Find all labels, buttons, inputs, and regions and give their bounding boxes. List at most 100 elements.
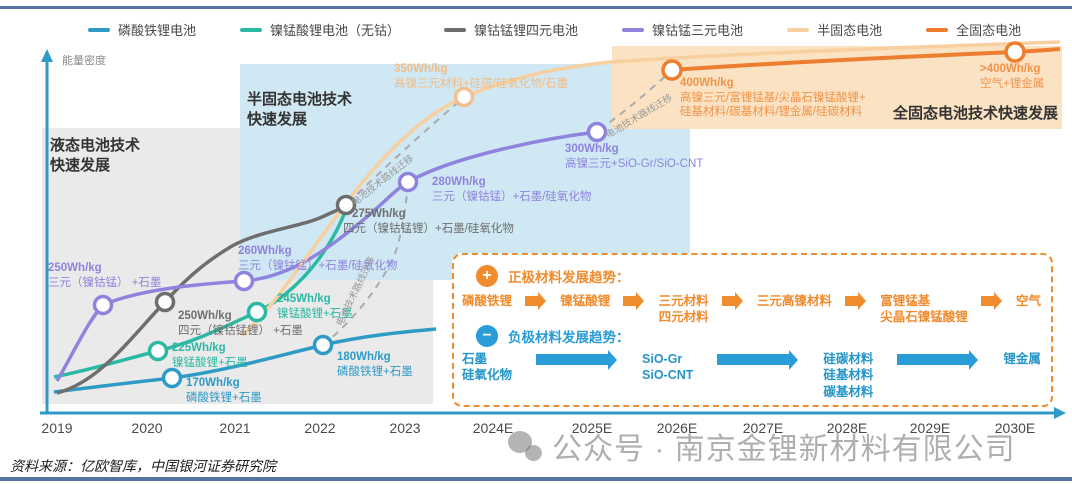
data-point-400 — [661, 59, 683, 81]
annotation-materials: 高镍三元/富锂锰基/尖晶石镍锰酸锂+ 硅基材料/碳基材料/锂金属/硅碳材料 — [680, 91, 866, 119]
anode-step: 石墨 硅氧化物 — [462, 352, 513, 383]
data-point-275 — [335, 194, 357, 216]
annotation-250-ternary: 250Wh/kg 三元（镍钴锰） +石墨 — [48, 261, 161, 290]
legend-label: 半固态电池 — [817, 23, 883, 38]
arrow-right-icon — [897, 349, 979, 370]
annotation-value: 245Wh/kg — [277, 293, 331, 305]
data-point-170 — [161, 367, 183, 389]
annotation-materials: 三元（镍钴锰）+石墨/硅氧化物 — [432, 190, 592, 203]
line-semisolid — [240, 40, 1061, 338]
annotation-value: >400Wh/kg — [980, 63, 1041, 75]
phase-label-semi-solid: 半固态电池技术 快速发展 — [247, 91, 353, 129]
x-axis-label-2023: 2023 — [389, 420, 421, 436]
annotation-materials: 四元（镍钴锰锂）+石墨/硅氧化物 — [343, 222, 514, 235]
x-axis-label-2027e: 2027E — [742, 420, 784, 436]
arrow-right-icon — [721, 292, 743, 310]
x-axis-arrow-icon — [1054, 407, 1066, 419]
data-point-300 — [586, 121, 608, 143]
y-axis-label: 能量密度 — [62, 55, 106, 67]
arrow-right-icon — [717, 349, 799, 370]
material-trend-box: + 正极材料发展趋势： 磷酸铁锂 镍锰酸锂 三元材料 四元材料 三元高镍材料 富… — [452, 253, 1053, 407]
data-point-350 — [453, 86, 475, 108]
annotation-225: 225Wh/kg 镍锰酸锂+石墨 — [172, 341, 248, 370]
annotation-value: 275Wh/kg — [352, 208, 406, 220]
legend-item-ternary: 镍钴锰三元电池 — [622, 20, 743, 39]
y-axis-arrow-icon — [41, 49, 53, 62]
annotation-value: 280Wh/kg — [432, 176, 486, 188]
cathode-trend-row: 磷酸铁锂 镍锰酸锂 三元材料 四元材料 三元高镍材料 富锂锰基 尖晶石镍锰酸锂 … — [462, 292, 1041, 326]
x-axis-label-2029e: 2029E — [909, 420, 951, 436]
annotation-materials: 高镍三元材料+硅碳/硅氧化物/石墨 — [394, 77, 569, 90]
annotation-245: 245Wh/kg 镍锰酸锂+石墨 — [277, 292, 353, 321]
arrow-right-icon — [623, 292, 645, 310]
legend-dash-icon — [622, 27, 645, 32]
annotation-275: 275Wh/kg 四元（镍钴锰锂）+石墨/硅氧化物 — [343, 207, 514, 236]
legend-label: 镍钴锰三元电池 — [652, 23, 744, 38]
legend-label: 磷酸铁锂电池 — [118, 23, 197, 38]
x-axis-label-2024e: 2024E — [472, 420, 514, 436]
annotation-value: 400Wh/kg — [680, 77, 734, 89]
x-axis-label-2021: 2021 — [219, 420, 251, 436]
annotation-materials: 三元（镍钴锰）+石墨/硅氧化物 — [238, 259, 398, 272]
legend-dash-icon — [444, 27, 467, 32]
data-point-225 — [147, 340, 169, 362]
annotation-value: 250Wh/kg — [48, 262, 102, 274]
data-point-400plus — [1004, 41, 1026, 63]
annotation-materials: 空气+锂金属 — [980, 77, 1045, 90]
data-point-250-ternary — [92, 294, 114, 316]
cathode-step: 空气 — [1015, 294, 1041, 308]
cathode-step: 磷酸铁锂 — [462, 294, 513, 308]
plus-icon: + — [476, 265, 498, 287]
cathode-step: 三元材料 四元材料 — [658, 294, 709, 325]
annotation-value: 260Wh/kg — [238, 245, 292, 257]
anode-step: 锂金属 — [1003, 352, 1041, 366]
arrow-right-icon — [980, 292, 1002, 310]
phase-label-liquid: 液态电池技术 快速发展 — [50, 137, 141, 175]
arrow-right-icon — [525, 292, 547, 310]
annotation-value: 170Wh/kg — [186, 377, 240, 389]
legend-item-lfp: 磷酸铁锂电池 — [88, 20, 196, 39]
cathode-step: 镍锰酸锂 — [560, 294, 611, 308]
x-axis-label-2019: 2019 — [41, 420, 73, 436]
annotation-materials: 三元（镍钴锰） +石墨 — [48, 276, 162, 289]
annotation-170: 170Wh/kg 磷酸铁锂+石墨 — [186, 376, 262, 405]
legend-item-allsolid: 全固态电池 — [926, 20, 1021, 39]
arrow-right-icon — [536, 349, 618, 370]
annotation-value: 225Wh/kg — [172, 342, 226, 354]
annotation-materials: 镍锰酸锂+石墨 — [277, 307, 353, 320]
legend-label: 镍钴锰锂四元电池 — [474, 23, 579, 38]
annotation-350: 350Wh/kg 高镍三元材料+硅碳/硅氧化物/石墨 — [394, 62, 568, 91]
anode-trend-row: 石墨 硅氧化物 SiO-Gr SiO-CNT 硅碳材料 硅基材料 碳基材料 锂金… — [462, 349, 1041, 400]
annotation-materials: 磷酸铁锂+石墨 — [186, 391, 262, 404]
legend-dash-icon — [88, 27, 110, 32]
wechat-bubbles-icon — [508, 431, 542, 461]
x-axis-label-2022: 2022 — [304, 420, 336, 436]
annotation-materials: 四元（镍钴锰锂） +石墨 — [178, 324, 303, 337]
x-axis-label-2025e: 2025E — [571, 420, 613, 436]
x-axis-label-2026e: 2026E — [656, 420, 698, 436]
legend-item-lnmo: 镍锰酸锂电池（无钴） — [240, 20, 400, 39]
bottom-border — [0, 477, 1072, 481]
x-axis-label-2030e: 2030E — [994, 420, 1036, 436]
legend-dash-icon — [240, 27, 263, 32]
legend-dash-icon — [787, 27, 810, 32]
annotation-value: 350Wh/kg — [394, 63, 448, 75]
x-axis-label-2020: 2020 — [131, 420, 163, 436]
watermark: 公众号 · 南京金锂新材料有限公司 — [508, 424, 1016, 468]
legend-label: 全固态电池 — [956, 23, 1022, 38]
migration-link-lfp-to-ternary — [322, 183, 409, 346]
annotation-400plus: >400Wh/kg 空气+锂金属 — [980, 62, 1044, 91]
migration-link-quaternary-to-semisolid — [347, 98, 463, 204]
annotation-value: 180Wh/kg — [337, 351, 391, 363]
arrow-right-icon — [845, 292, 867, 310]
data-point-180 — [312, 334, 334, 356]
annotation-materials: 镍锰酸锂+石墨 — [172, 356, 248, 369]
annotation-value: 250Wh/kg — [178, 310, 232, 322]
migration-link-ternary-to-allsolid — [598, 71, 671, 131]
annotation-250-quaternary: 250Wh/kg 四元（镍钴锰锂） +石墨 — [178, 309, 303, 338]
annotation-value: 300Wh/kg — [565, 143, 619, 155]
data-point-250-quaternary — [154, 291, 176, 313]
legend: 磷酸铁锂电池 镍锰酸锂电池（无钴） 镍钴锰锂四元电池 镍钴锰三元电池 半固态电池… — [88, 20, 1021, 39]
cathode-trend-title: 正极材料发展趋势： — [508, 270, 630, 285]
